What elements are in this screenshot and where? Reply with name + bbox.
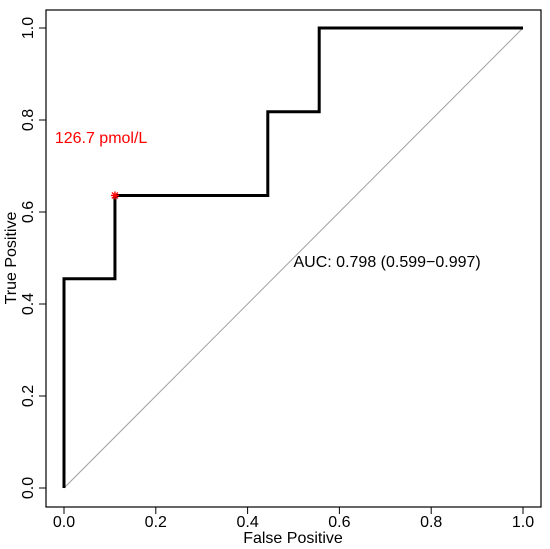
y-tick-label: 1.0 (20, 17, 37, 39)
y-tick-label: 0.8 (20, 109, 37, 131)
annotations: AUC: 0.798 (0.599−0.997) 126.7 pmol/L (55, 130, 481, 271)
optimal-threshold-point (110, 191, 119, 200)
y-tick-label: 0.0 (20, 477, 37, 499)
x-tick-label: 1.0 (512, 514, 534, 531)
x-tick-label: 0.2 (145, 514, 167, 531)
plot-area (62, 26, 524, 489)
y-axis-title: True Positive (3, 212, 20, 305)
x-tick-label: 0.8 (420, 514, 442, 531)
x-tick-label: 0.0 (53, 514, 75, 531)
plot-frame (45, 9, 542, 508)
x-tick-label: 0.6 (328, 514, 350, 531)
y-tick-label: 0.6 (20, 201, 37, 223)
x-axis-title: False Positive (243, 530, 343, 547)
x-tick-label: 0.4 (236, 514, 258, 531)
y-tick-label: 0.4 (20, 293, 37, 315)
x-axis: 0.0 0.2 0.4 0.6 0.8 1.0 (53, 507, 534, 531)
roc-curve-line (62, 26, 523, 488)
threshold-label: 126.7 pmol/L (55, 130, 148, 147)
reference-diagonal-line (63, 27, 524, 489)
y-tick-label: 0.2 (20, 385, 37, 407)
y-axis: 0.0 0.2 0.4 0.6 0.8 1.0 (20, 17, 46, 499)
auc-annotation: AUC: 0.798 (0.599−0.997) (294, 254, 481, 271)
